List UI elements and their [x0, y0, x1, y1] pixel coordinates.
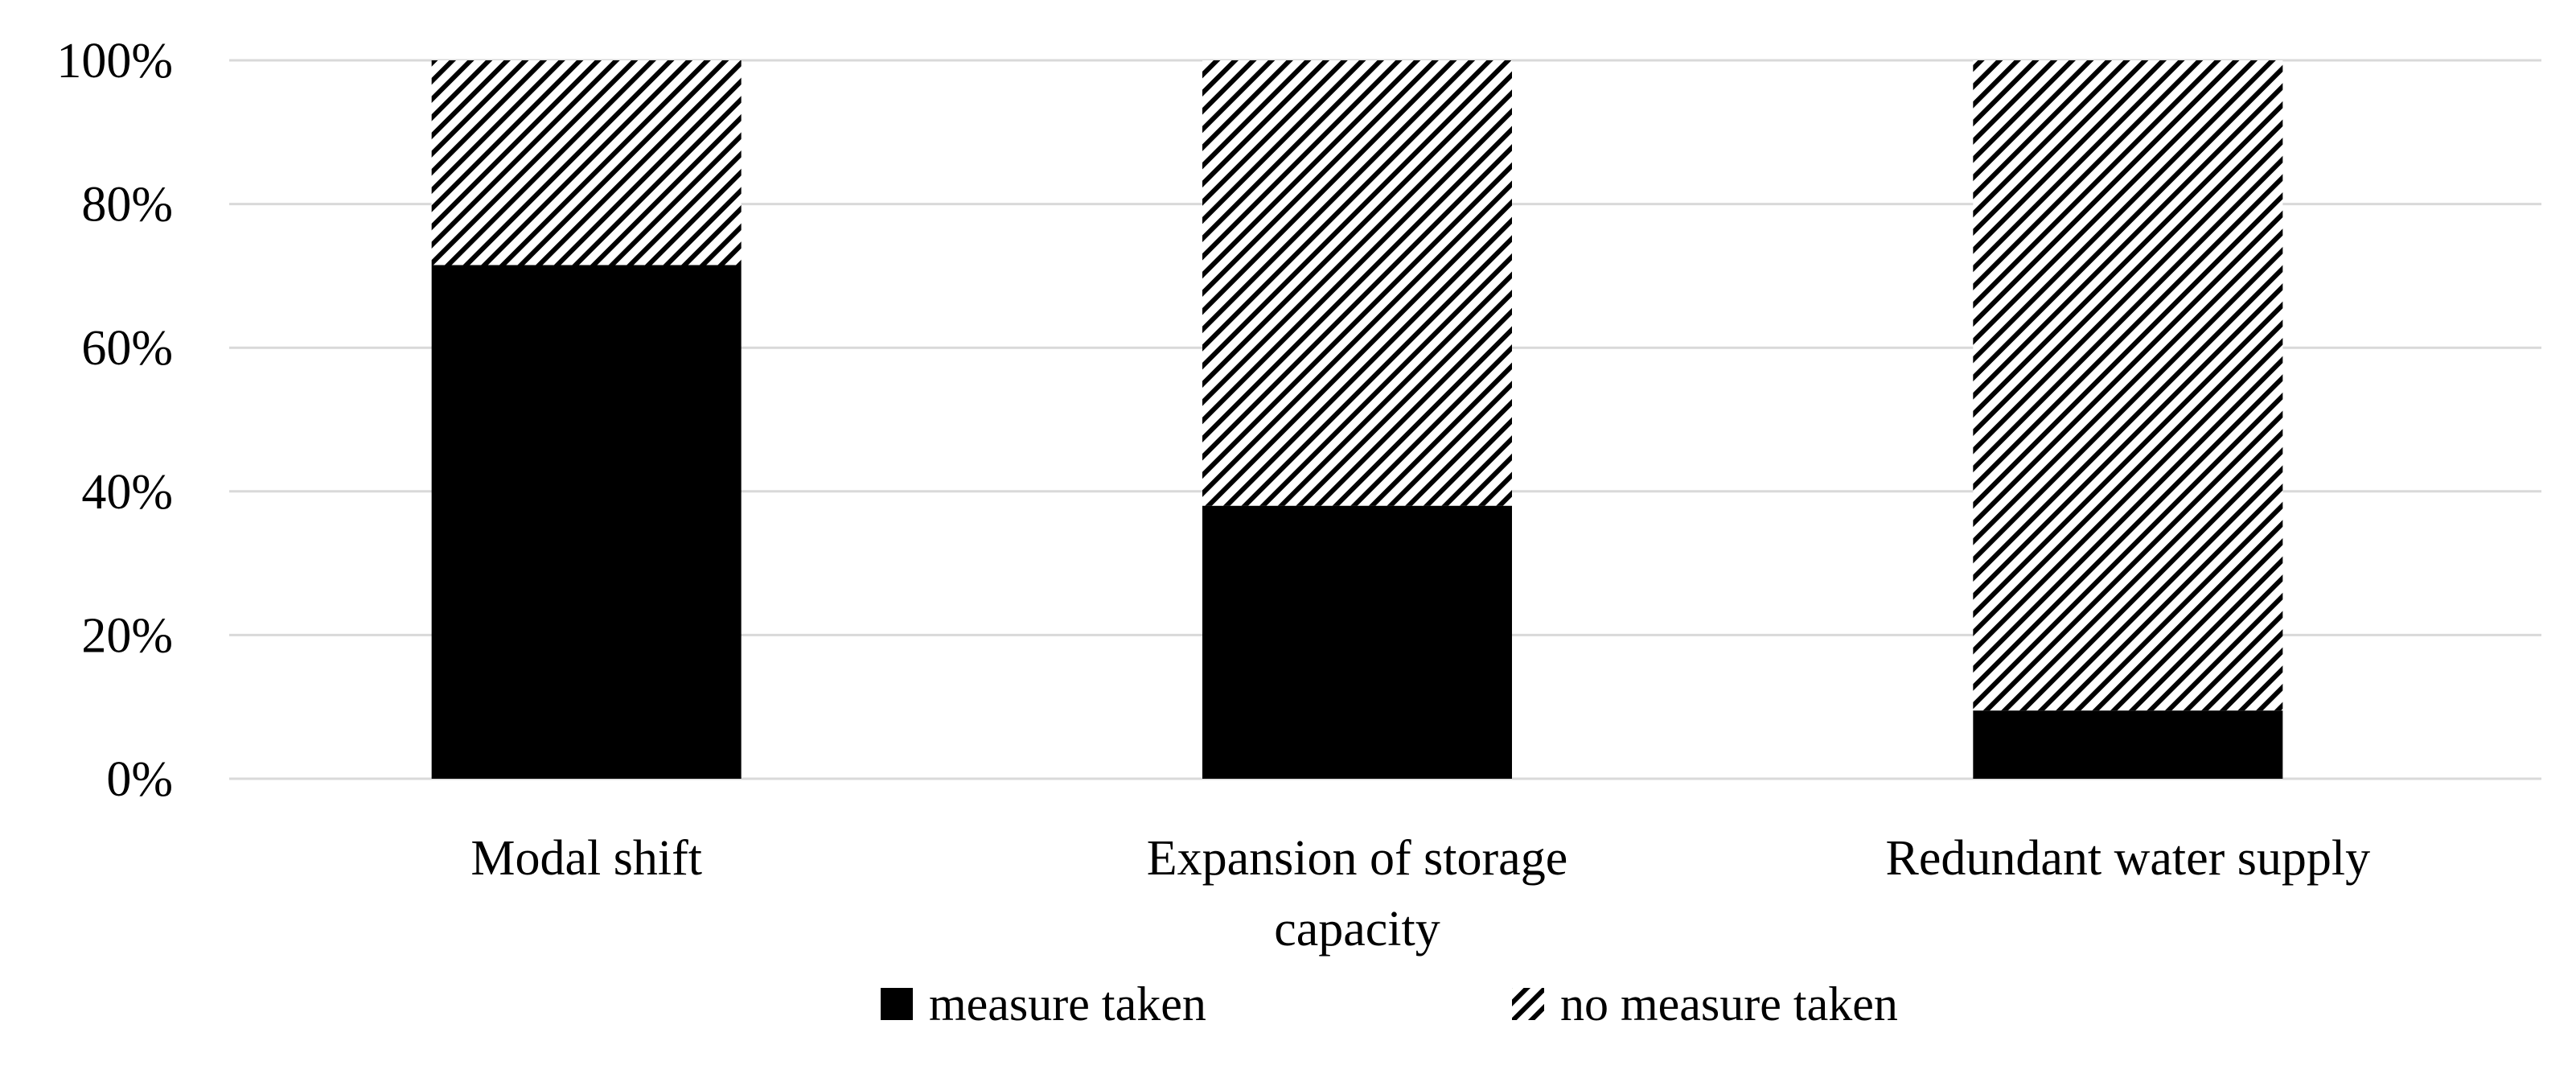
y-tick-label: 40% — [81, 465, 173, 520]
bar-segment-measure-taken — [1973, 710, 2283, 779]
bar-segment-no-measure-taken — [1202, 60, 1512, 506]
y-tick-label: 80% — [81, 178, 173, 232]
legend-label: no measure taken — [1560, 977, 1898, 1031]
legend: measure taken no measure taken — [881, 977, 1898, 1031]
bar-segment-measure-taken — [431, 265, 742, 779]
x-category-label: Expansion of storage — [1147, 831, 1567, 886]
x-category-label: Redundant water supply — [1886, 831, 2371, 886]
y-tick-label: 0% — [106, 752, 173, 807]
bar-segment-no-measure-taken — [431, 60, 742, 265]
x-axis-category-labels: Modal shift Expansion of storage capacity R… — [470, 831, 2370, 957]
bars — [431, 60, 2283, 779]
legend-label: measure taken — [929, 977, 1206, 1031]
x-category-label: Modal shift — [470, 831, 702, 886]
x-category-label: capacity — [1274, 902, 1440, 957]
y-tick-label: 60% — [81, 321, 173, 376]
bar-segment-no-measure-taken — [1973, 60, 2283, 711]
y-tick-label: 100% — [56, 34, 173, 88]
y-axis-tick-labels: 0% 20% 40% 60% 80% 100% — [56, 34, 173, 807]
y-tick-label: 20% — [81, 608, 173, 663]
bar-segment-measure-taken — [1202, 505, 1512, 779]
legend-swatch-measure-taken — [881, 988, 913, 1020]
legend-swatch-no-measure-taken — [1512, 988, 1544, 1020]
